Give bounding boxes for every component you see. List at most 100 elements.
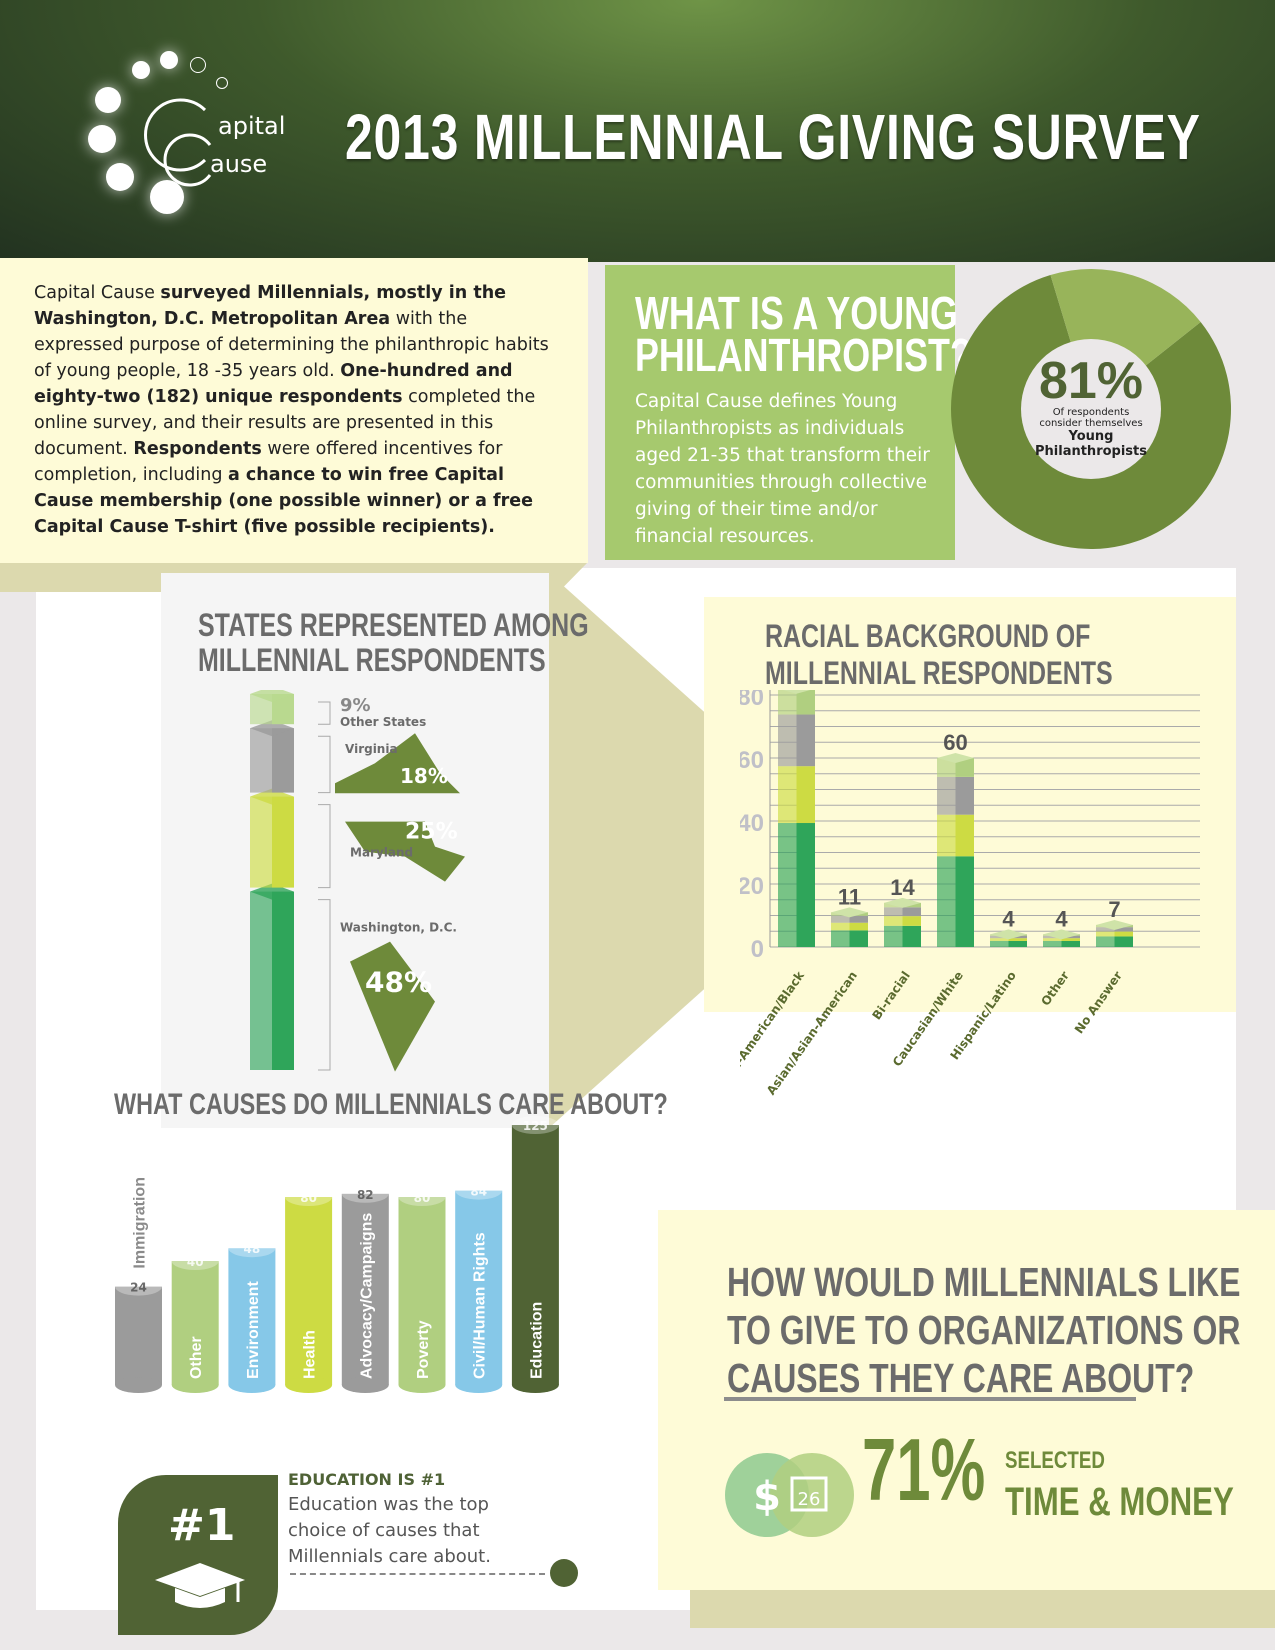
young-philanthropist-box [605, 265, 955, 560]
racial-bar-top [884, 897, 921, 908]
cause-category-label: Other [188, 1336, 205, 1379]
intro-segment: surveyed Millennials, mostly in the Wash… [34, 283, 507, 329]
racial-value-label: 4 [1055, 906, 1068, 931]
racial-bar-segment [1008, 940, 1027, 947]
racial-bar-top [1096, 919, 1133, 930]
cause-value-label: 84 [470, 1185, 487, 1199]
racial-bar-segment [796, 714, 815, 767]
logo-c-icon [144, 98, 212, 187]
pie-caption-2: consider themselves [1039, 418, 1142, 429]
cause-category-label: Civil/Human Rights [472, 1232, 489, 1379]
racial-bar-segment [796, 823, 815, 947]
capital-cause-logo [80, 45, 300, 225]
cause-cylinder-base [341, 1377, 389, 1393]
state-label: Maryland [350, 846, 413, 860]
racial-value-label: 14 [890, 875, 915, 900]
state-label: Washington, D.C. [340, 921, 457, 935]
cause-cylinder-base [511, 1377, 559, 1393]
education-highlight-title: EDUCATION IS #1 [288, 1470, 446, 1489]
young-philanthropist-pie: 81% Of respondents consider themselves Y… [951, 269, 1231, 549]
cause-value-label: 80 [414, 1191, 431, 1205]
giving-selected-label: SELECTED [1005, 1447, 1105, 1474]
cause-cylinder-top [285, 1188, 333, 1206]
states-segment-top [250, 690, 294, 702]
cause-cylinder-top [171, 1252, 219, 1270]
cause-category-label: Environment [245, 1281, 262, 1379]
cause-cylinder [115, 1286, 162, 1385]
cause-value-label: 80 [300, 1191, 317, 1205]
racial-bar-segment [849, 930, 868, 947]
cause-category-label: Advocacy/Campaigns [358, 1213, 375, 1379]
racial-bar-top [831, 907, 868, 918]
states-segment-side [272, 694, 294, 725]
states-title: STATES REPRESENTED AMONG MILLENNIAL RESPO… [198, 607, 589, 678]
racial-bar-segment [955, 776, 974, 815]
racial-value-label: 7 [1108, 897, 1120, 922]
intro-text: Capital Cause surveyed Millennials, most… [0, 258, 588, 563]
racial-value-label: 60 [943, 730, 967, 755]
racial-bar-segment [1061, 935, 1080, 939]
racial-bar-segment [778, 690, 797, 715]
racial-bar-segment [955, 856, 974, 947]
racial-value-label: 4 [1002, 906, 1015, 931]
graduation-cap-icon [155, 1563, 245, 1608]
intro-segment: were offered incentives for completion, … [34, 439, 503, 485]
states-segment-front [250, 728, 272, 793]
cause-cylinder [171, 1261, 219, 1385]
racial-bar-segment [778, 714, 797, 767]
intro-segment: One-hundred and eighty-two (182) unique … [34, 361, 513, 407]
logo-text-capital: apital [218, 112, 286, 140]
cause-category-label: Education [528, 1302, 545, 1379]
state-map-icon [350, 941, 435, 1072]
racial-bar-segment [884, 925, 903, 947]
racial-bar-segment [937, 758, 956, 777]
cause-cylinder-base [171, 1377, 219, 1393]
intro-segment: Capital Cause [34, 283, 161, 303]
number-one-badge [118, 1475, 278, 1635]
young-philanthropist-title: WHAT IS A YOUNG PHILANTHROPIST? [635, 287, 972, 381]
education-highlight-text: Education was the top choice of causes t… [288, 1494, 491, 1567]
dashed-connector [290, 1573, 545, 1575]
states-segment-front [250, 891, 272, 1070]
racial-bar-segment [937, 856, 956, 947]
time-circle [770, 1453, 854, 1537]
racial-bar-segment [955, 814, 974, 857]
states-bracket [318, 804, 331, 889]
y-tick-label: 20 [740, 873, 764, 900]
badge-number: #1 [168, 1500, 236, 1551]
racial-bar-segment [1043, 935, 1062, 939]
cause-cylinder-base [285, 1377, 333, 1393]
cause-cylinder-base [398, 1377, 446, 1393]
cause-value-label: 24 [130, 1281, 147, 1295]
racial-bar-segment [1008, 938, 1027, 941]
pie-caption-3: Young [1068, 429, 1114, 444]
cause-category-label: Health [302, 1330, 319, 1379]
racial-bar-segment [955, 758, 974, 777]
cause-category-label: Immigration [132, 1177, 149, 1269]
intro-segment: a chance to win free Capital Cause membe… [34, 465, 533, 537]
racial-bar-segment [990, 938, 1009, 941]
states-segment-side [272, 796, 294, 888]
cause-cylinder-top [341, 1184, 389, 1203]
pie-caption-4: Philanthropists [1035, 444, 1147, 459]
racial-bar-segment [884, 907, 903, 917]
racial-bar-segment [937, 776, 956, 815]
cause-cylinder [398, 1197, 446, 1385]
racial-bar-segment [902, 925, 921, 947]
states-segment-top [250, 883, 294, 900]
time-money-icon: $ 26 [725, 1453, 854, 1537]
intro-segment: Respondents [133, 439, 262, 459]
states-bracket [318, 899, 331, 1071]
header-banner [0, 0, 1275, 262]
racial-category-label: Asian/Asian-American [764, 969, 860, 1098]
racial-bar-top [1043, 929, 1080, 940]
racial-title: RACIAL BACKGROUND OF MILLENNIAL RESPONDEN… [765, 618, 1113, 691]
racial-bar-segment [1114, 927, 1133, 932]
racial-bar-segment [849, 915, 868, 923]
racial-bar-chart: 02040608082African-American/Black11Asian… [740, 690, 1200, 1106]
racial-bar-segment [937, 814, 956, 857]
divider [724, 1397, 1136, 1401]
racial-bar-segment [1114, 936, 1133, 947]
racial-bar-segment [1114, 931, 1133, 937]
